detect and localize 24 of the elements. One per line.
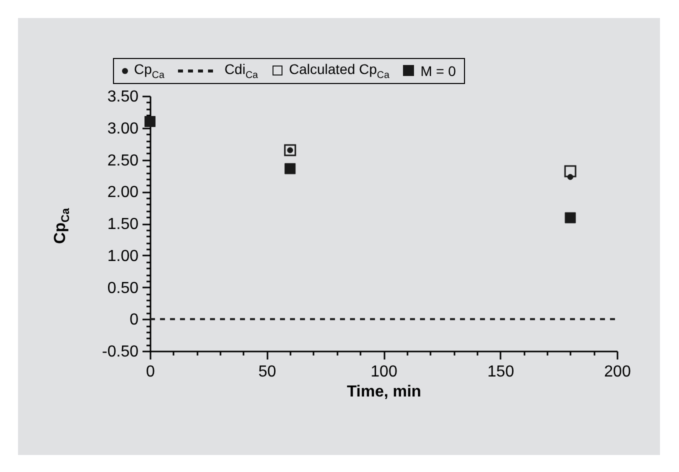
point (564, 212, 576, 224)
x-tick-label: 150 (487, 364, 514, 380)
x-tick-label: 0 (146, 364, 156, 380)
point (144, 116, 156, 127)
y-tick-label: 0 (130, 312, 139, 329)
point (564, 165, 576, 178)
x-tick-label: 100 (370, 364, 398, 380)
y-tick-label: 3.50 (107, 88, 139, 106)
legend-label: Cp$_{Ca}$ (134, 61, 164, 81)
y-tick-label: 1.50 (107, 216, 139, 233)
x-tick-label: 50 (258, 364, 276, 380)
y-tick-label: -0.50 (102, 344, 139, 360)
y-tick-label: 0.50 (107, 280, 139, 297)
legend-label: Cdi$_{Ca}$ (224, 61, 258, 81)
y-tick-label: 2.00 (107, 184, 139, 202)
y-tick-label: 2.50 (107, 152, 139, 170)
x-tick-label: 200 (604, 364, 631, 380)
legend-label: M = 0 (420, 62, 456, 79)
x-axis-title: Time, min (346, 384, 422, 400)
point (284, 144, 296, 156)
y-tick-label: 3.00 (107, 120, 139, 138)
y-tick-label: 1.00 (107, 248, 139, 265)
point (284, 163, 296, 174)
legend-label: Calculated Cp$_{Ca}$ (288, 61, 390, 81)
